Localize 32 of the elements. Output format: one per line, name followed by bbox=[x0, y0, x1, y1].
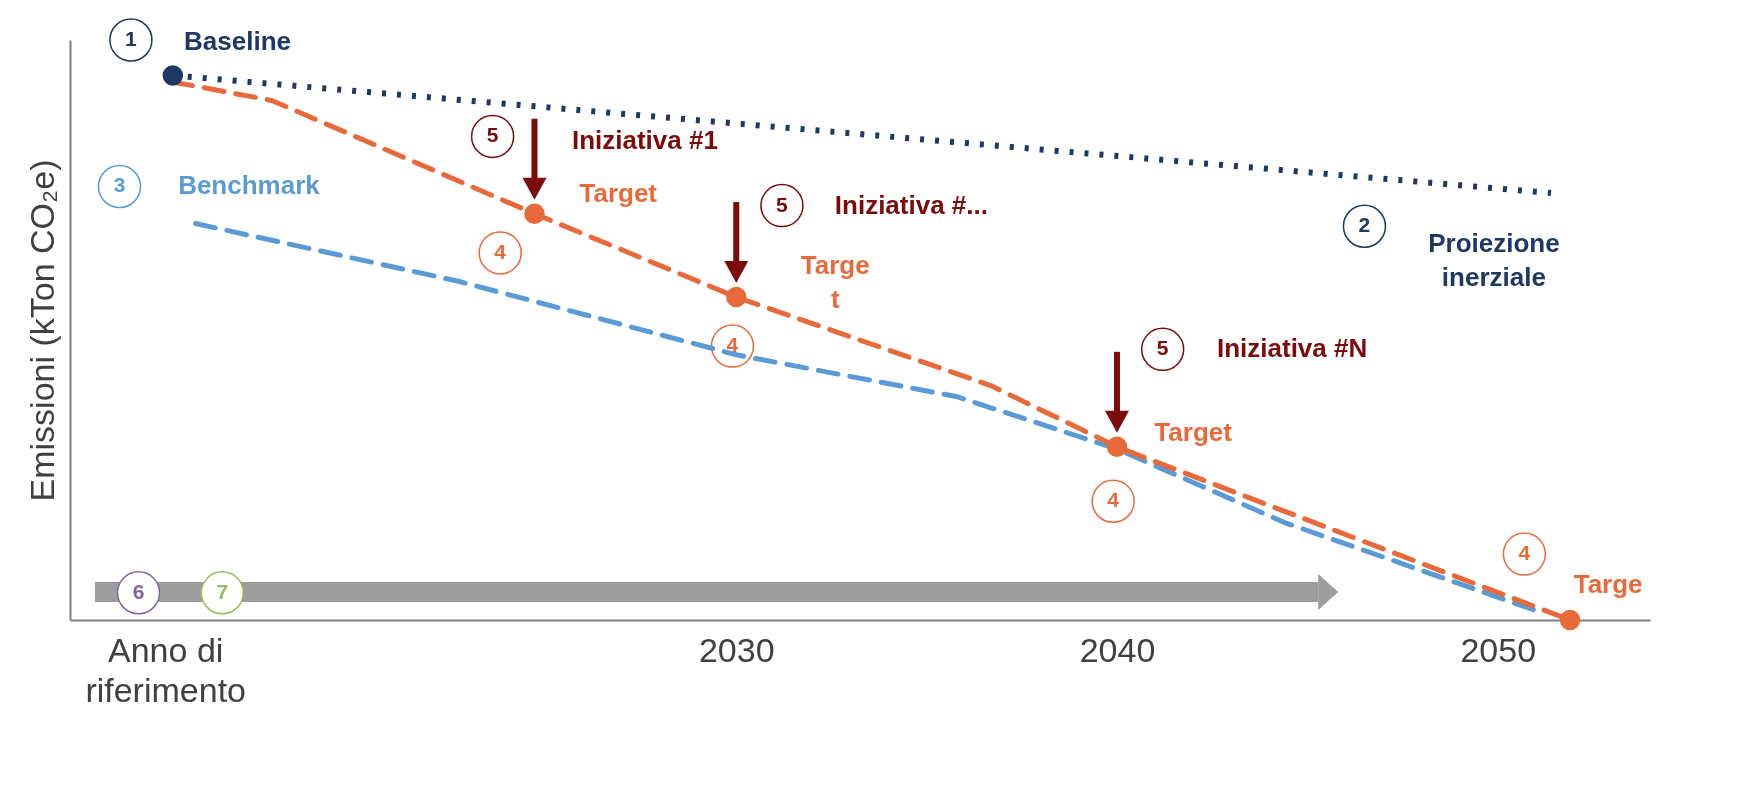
annotation: 5 bbox=[1156, 336, 1169, 360]
x-tick-label: 2040 bbox=[1079, 630, 1156, 669]
annotation: Iniziativa #... bbox=[834, 189, 988, 220]
annotation: Benchmark bbox=[178, 170, 321, 201]
text: Baseline bbox=[184, 25, 291, 56]
point bbox=[726, 286, 747, 308]
x-tick-label: 2050 bbox=[1460, 630, 1537, 669]
annotation: 7 bbox=[216, 579, 229, 603]
point bbox=[1559, 609, 1581, 631]
annotation: Targe bbox=[1573, 569, 1643, 600]
annotation: Proiezione inerziale bbox=[1428, 228, 1560, 293]
annotation: 4 bbox=[1107, 488, 1120, 512]
annotation: 5 bbox=[486, 123, 499, 147]
point bbox=[524, 203, 545, 224]
annotation: 4 bbox=[1518, 541, 1531, 565]
annotation: Iniziativa #N bbox=[1216, 333, 1368, 364]
annotation: Target bbox=[1154, 417, 1233, 448]
annotation: 6 bbox=[132, 579, 145, 603]
point bbox=[162, 65, 184, 86]
annotation: Targe t bbox=[800, 250, 870, 315]
annotation: 3 bbox=[113, 173, 126, 197]
x-tick-label: 2030 bbox=[698, 630, 775, 669]
text: 1 bbox=[125, 27, 138, 50]
annotation: 2 bbox=[1358, 213, 1371, 237]
annotation: Iniziativa #1 bbox=[571, 125, 718, 156]
annotation: 4 bbox=[494, 239, 507, 263]
annotation: 5 bbox=[776, 192, 789, 216]
x-tick-label: Anno di riferimento bbox=[85, 630, 246, 709]
point bbox=[1106, 436, 1128, 458]
annotation: Target bbox=[579, 178, 658, 209]
y-axis-title: Emissioni (kTon CO₂e) bbox=[22, 159, 61, 502]
annotation: 4 bbox=[726, 333, 739, 357]
